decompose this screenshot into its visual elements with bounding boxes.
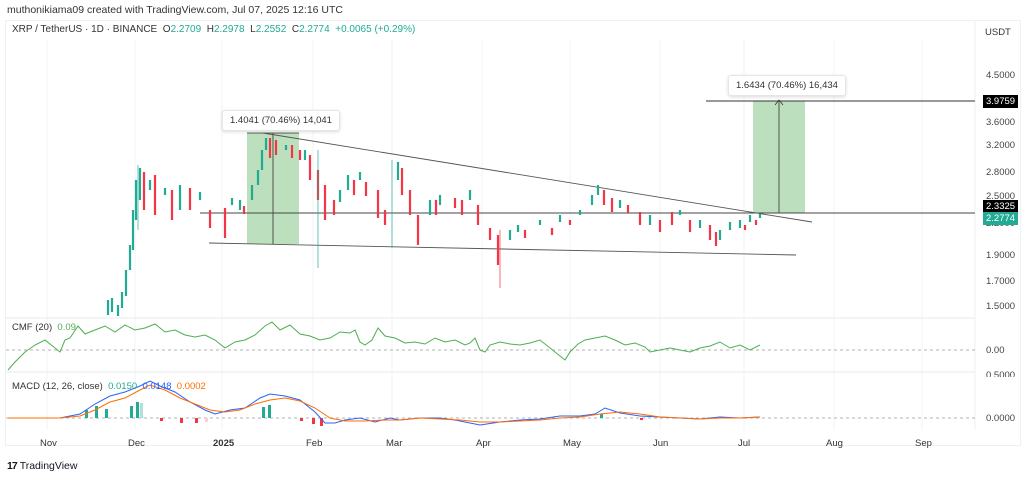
cmf-zero-tick: 0.00 [986,345,1005,356]
close-value: 2.2774 [299,24,330,35]
chart-frame [5,20,1021,446]
low-value: 2.2552 [255,24,287,35]
price-tick: 4.5000 [986,70,1016,81]
time-tick: Mar [386,438,403,449]
descending-trendline [262,132,813,223]
price-tick: 2.8000 [986,167,1016,178]
macd-line [8,380,761,426]
macd-hist-value: 0.0150 [108,381,138,392]
symbol-legend[interactable]: XRP / TetherUS · 1D · BINANCE O2.2709 H2… [12,24,416,35]
time-tick: 2025 [213,438,235,449]
high-value: 2.2978 [213,24,245,35]
macd-histogram [85,402,643,426]
tv-logo-icon: 17 [7,460,18,472]
cmf-line [7,321,761,371]
time-tick: Sep [915,438,932,449]
signal-value: 0.0002 [176,381,206,392]
change-value: +0.0065 (+0.29%) [335,24,416,35]
chart-credit: muthonikiama09 created with TradingView.… [7,4,343,16]
support-line [208,242,797,256]
breakout-price-tag: 2.3325 [983,200,1019,213]
measure-label-1: 1.4041 (70.46%) 14,041 [222,110,340,131]
signal-line [8,384,761,423]
time-tick: Feb [306,438,323,449]
open-value: 2.2709 [170,24,202,35]
cmf-value: 0.09 [57,322,76,333]
time-tick: Apr [476,438,491,449]
time-tick: Nov [40,438,57,449]
time-tick: Dec [128,438,145,449]
price-tick: 3.6000 [986,117,1016,128]
price-tick: 2.5000 [986,191,1016,202]
measure-label-2: 1.6434 (70.46%) 16,434 [728,75,846,96]
currency-label: USDT [985,27,1011,38]
time-tick: Aug [826,438,843,449]
last-price-tag: 2.2774 [983,212,1019,225]
price-tick: 1.9000 [986,250,1016,261]
time-tick: May [563,438,581,449]
price-tick: 1.7000 [986,276,1016,287]
time-tick: Jul [738,438,751,449]
tradingview-logo[interactable]: 17 TradingView [7,460,78,472]
price-tick: 1.5000 [986,301,1016,312]
target-price-tag: 3.9759 [983,95,1019,108]
macd-zero-tick: 0.0000 [986,413,1016,424]
macd-legend[interactable]: MACD (12, 26, close) 0.0150 0.0148 0.000… [12,381,206,392]
macd-value: 0.0148 [142,381,172,392]
price-tick: 3.2000 [986,140,1016,151]
symbol-name: XRP / TetherUS · 1D · BINANCE [12,24,158,35]
time-tick: Jun [653,438,669,449]
cmf-legend[interactable]: CMF (20) 0.09 [12,322,76,333]
candlesticks [106,138,762,316]
macd-top-tick: 0.5000 [986,370,1016,377]
